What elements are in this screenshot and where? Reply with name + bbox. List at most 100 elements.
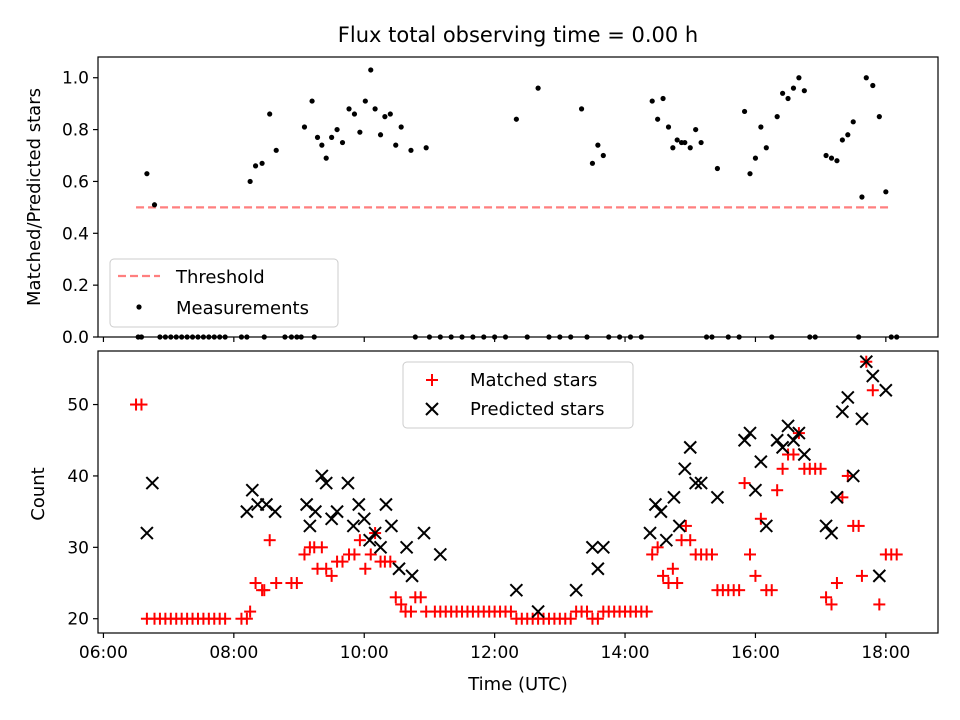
measurement-point xyxy=(863,75,869,81)
measurement-point xyxy=(301,124,308,130)
matched-star-point xyxy=(771,484,784,497)
y-tick-label: 0.6 xyxy=(62,172,89,192)
matched-star-point xyxy=(258,584,271,597)
legend-matched-swatch xyxy=(426,374,438,386)
matched-star-point xyxy=(353,534,366,547)
measurement-point xyxy=(408,147,414,153)
y-tick-label: 20 xyxy=(67,610,89,630)
predicted-star-point xyxy=(145,476,160,490)
predicted-star-point xyxy=(346,519,361,533)
matched-star-point xyxy=(873,598,886,611)
predicted-star-point xyxy=(315,469,329,483)
measurement-point xyxy=(785,95,791,102)
y-tick-label: 50 xyxy=(67,396,89,416)
measurement-point xyxy=(398,124,404,130)
y-tick-label: 0.8 xyxy=(62,121,89,141)
predicted-star-point xyxy=(859,355,873,369)
top-y-axis-ticks: 0.0 0.2 0.4 0.6 0.8 1.0 xyxy=(62,69,98,348)
predicted-star-point xyxy=(819,519,833,533)
matched-star-point xyxy=(836,491,849,504)
measurement-point xyxy=(589,160,596,166)
matched-star-point xyxy=(336,555,349,568)
top-plot-frame xyxy=(97,56,939,338)
predicted-star-point xyxy=(866,369,880,383)
legend-predicted-swatch xyxy=(425,402,439,416)
predicted-star-point xyxy=(140,526,154,540)
matched-star-point xyxy=(395,598,408,611)
measurement-point xyxy=(267,111,273,117)
predicted-star-point xyxy=(240,504,254,519)
matched-star-point xyxy=(581,605,594,618)
matched-star-point xyxy=(384,555,397,568)
matched-star-point xyxy=(404,605,417,618)
measurement-point xyxy=(314,134,321,140)
matched-star-point xyxy=(270,577,283,590)
measurement-point xyxy=(693,126,699,133)
matched-star-point xyxy=(825,598,838,611)
predicted-star-point xyxy=(357,512,371,526)
predicted-star-point xyxy=(308,504,323,519)
x-tick-label: 08:00 xyxy=(209,643,258,663)
measurement-point xyxy=(834,158,840,164)
measurement-point xyxy=(259,160,265,166)
matched-star-point xyxy=(671,577,684,590)
predicted-star-point xyxy=(259,497,274,512)
predicted-star-point xyxy=(245,483,260,497)
predicted-star-point xyxy=(667,490,681,505)
measurement-point xyxy=(883,189,889,195)
predicted-star-point xyxy=(781,419,795,433)
count-points xyxy=(130,355,903,625)
predicted-star-point xyxy=(352,497,366,512)
predicted-star-point xyxy=(841,390,855,405)
matched-star-point xyxy=(325,569,338,582)
measurement-point xyxy=(870,82,876,89)
predicted-star-point xyxy=(643,526,657,540)
predicted-star-point xyxy=(775,440,790,455)
measurement-point xyxy=(595,142,601,148)
matched-star-point xyxy=(244,605,257,618)
matched-star-point xyxy=(787,448,800,461)
measurement-point xyxy=(578,106,585,112)
predicted-star-point xyxy=(797,447,812,462)
matched-star-point xyxy=(315,541,328,554)
y-tick-label: 0.2 xyxy=(62,276,89,296)
top-panel: Flux total observing time = 0.00 h 0.00.… xyxy=(24,23,939,348)
predicted-star-point xyxy=(710,490,725,505)
predicted-star-point xyxy=(759,519,774,533)
x-tick-label: 16:00 xyxy=(731,643,780,663)
measurement-point xyxy=(660,95,666,102)
predicted-star-point xyxy=(754,454,768,469)
matched-star-point xyxy=(359,562,372,575)
matched-star-point xyxy=(591,612,604,625)
measurement-point xyxy=(845,132,851,138)
bottom-x-axis-ticks: 06:00 08:00 10:00 12:00 14:00 16:00 18:00 xyxy=(79,633,910,663)
matched-star-point xyxy=(738,477,751,490)
matched-star-point xyxy=(841,469,854,482)
predicted-star-point xyxy=(659,533,674,547)
measurement-point xyxy=(839,137,845,143)
matched-star-point xyxy=(776,462,789,475)
matched-star-point xyxy=(564,612,577,625)
measurement-point xyxy=(780,90,786,96)
predicted-star-point xyxy=(683,440,697,455)
matched-star-point xyxy=(414,591,427,604)
predicted-star-point xyxy=(569,583,583,597)
predicted-star-point xyxy=(324,512,339,526)
matched-star-point xyxy=(852,519,865,532)
top-legend: Threshold Measurements xyxy=(109,258,339,328)
measurement-point xyxy=(774,114,780,120)
measurement-point xyxy=(535,85,541,91)
top-y-axis-label: Matched/Predicted stars xyxy=(24,88,45,306)
measurement-point xyxy=(655,116,661,122)
x-axis-label: Time (UTC) xyxy=(467,674,568,695)
matched-star-point xyxy=(733,584,746,597)
measurement-point xyxy=(850,119,856,125)
measurement-point xyxy=(649,98,655,104)
predicted-star-point xyxy=(596,540,611,555)
predicted-star-point xyxy=(654,504,668,519)
measurement-point xyxy=(423,145,429,151)
matched-star-point xyxy=(364,548,377,561)
bottom-legend-box xyxy=(402,361,634,429)
measurement-point xyxy=(790,85,797,91)
matched-star-point xyxy=(744,548,757,561)
